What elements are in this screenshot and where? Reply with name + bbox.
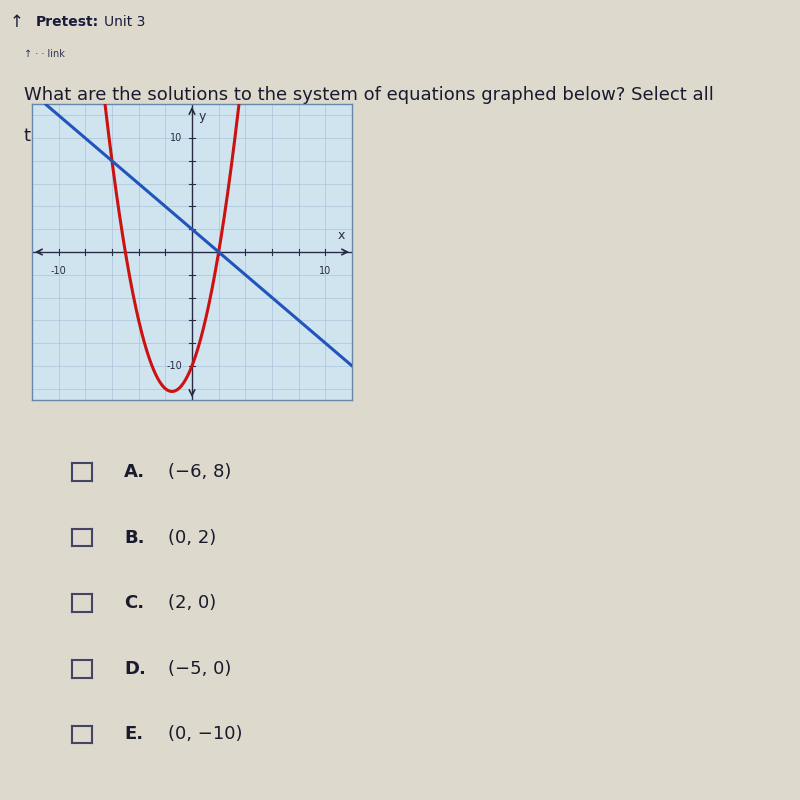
Text: that apply.: that apply. [24, 126, 119, 145]
Text: -10: -10 [167, 361, 182, 371]
Text: 10: 10 [319, 266, 331, 276]
Text: (−5, 0): (−5, 0) [168, 660, 231, 678]
Text: ↑ · · link: ↑ · · link [24, 49, 65, 59]
Text: A.: A. [124, 463, 145, 481]
Text: (2, 0): (2, 0) [168, 594, 216, 612]
Text: (0, 2): (0, 2) [168, 529, 216, 546]
Text: 10: 10 [170, 133, 182, 143]
Text: y: y [198, 110, 206, 122]
Text: x: x [338, 229, 346, 242]
Text: ↑: ↑ [10, 13, 23, 31]
Text: E.: E. [124, 726, 143, 743]
Text: D.: D. [124, 660, 146, 678]
Text: C.: C. [124, 594, 144, 612]
Text: Pretest:: Pretest: [36, 15, 99, 29]
Text: Unit 3: Unit 3 [104, 15, 146, 29]
Text: -10: -10 [50, 266, 66, 276]
Text: What are the solutions to the system of equations graphed below? Select all: What are the solutions to the system of … [24, 86, 714, 104]
Text: B.: B. [124, 529, 145, 546]
Text: (−6, 8): (−6, 8) [168, 463, 231, 481]
Text: (0, −10): (0, −10) [168, 726, 242, 743]
